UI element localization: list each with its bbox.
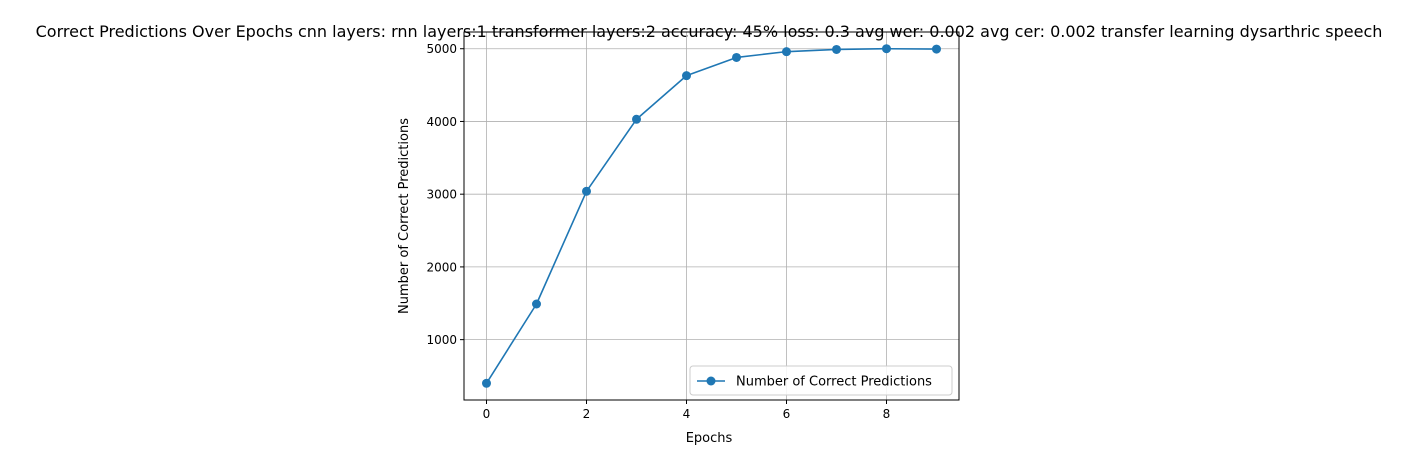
x-tick-label: 4 — [683, 407, 691, 421]
data-point — [882, 44, 891, 54]
x-tick-label: 6 — [783, 407, 791, 421]
data-point — [482, 378, 491, 388]
data-point — [632, 114, 641, 124]
ticks: 0 2 4 6 8 1000 2000 3000 4000 5000 — [426, 42, 890, 421]
x-axis-label: Epochs — [686, 431, 733, 446]
legend-box — [689, 365, 953, 396]
legend-entry-label: Number of Correct Predictions — [736, 375, 932, 390]
series-line — [485, 47, 938, 385]
legend-marker-swatch — [706, 376, 716, 386]
grid — [464, 32, 959, 400]
y-tick-label: 3000 — [426, 188, 457, 202]
series-layer — [482, 44, 941, 388]
y-tick-label: 1000 — [426, 333, 457, 347]
legend: Number of Correct Predictions — [689, 365, 953, 396]
data-point — [732, 52, 741, 62]
data-point — [932, 44, 941, 54]
data-point — [532, 299, 541, 309]
data-point — [832, 44, 841, 54]
x-tick-label: 2 — [583, 407, 591, 421]
x-tick-label: 8 — [883, 407, 891, 421]
y-tick-label: 4000 — [426, 115, 457, 129]
y-tick-label: 2000 — [426, 260, 457, 274]
x-tick-label: 0 — [483, 407, 491, 421]
data-point — [782, 47, 791, 57]
data-point — [682, 71, 691, 81]
y-tick-label: 5000 — [426, 42, 457, 56]
y-axis-label: Number of Correct Predictions — [397, 118, 412, 314]
data-point — [582, 186, 591, 196]
plot-frame — [463, 31, 960, 401]
